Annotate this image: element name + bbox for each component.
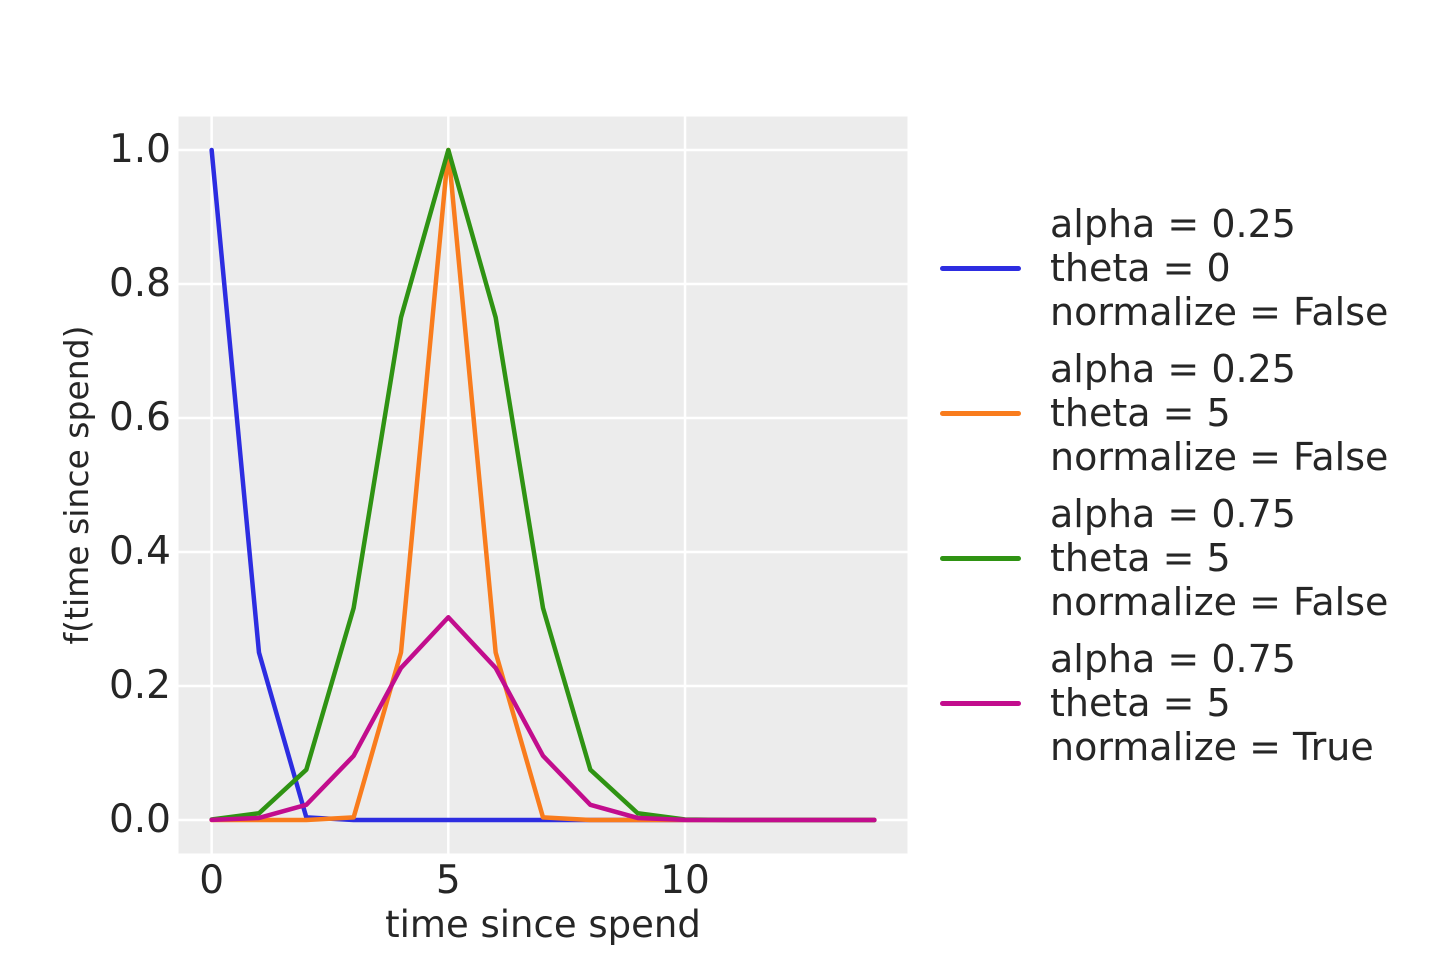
x-tick-label: 5 (435, 858, 461, 903)
y-tick-label: 0.0 (108, 797, 171, 842)
legend-swatch-line (940, 555, 1021, 561)
series-line-3 (209, 615, 877, 823)
legend-entry-line: alpha = 0.25 (1050, 202, 1296, 246)
legend-entry: alpha = 0.75 theta = 5 normalize = False (1050, 492, 1388, 624)
legend-entry-line: normalize = False (1050, 290, 1389, 334)
legend-entry-line: normalize = True (1050, 725, 1374, 769)
y-tick-label: 0.8 (108, 261, 171, 306)
legend-swatch-line (940, 410, 1021, 416)
legend-entry-line: theta = 5 (1050, 391, 1231, 435)
y-tick-label: 0.2 (108, 663, 171, 708)
x-axis-label: time since spend (385, 903, 701, 946)
x-tick-label: 0 (199, 858, 225, 903)
legend-entry-line: alpha = 0.75 (1050, 492, 1296, 536)
legend-entry-line: theta = 5 (1050, 536, 1231, 580)
legend-entry: alpha = 0.75 theta = 5 normalize = True (1050, 637, 1374, 769)
y-tick-label: 0.4 (108, 529, 171, 574)
plot-area (178, 116, 908, 854)
legend-entry: alpha = 0.25 theta = 0 normalize = False (1050, 202, 1388, 334)
legend-entry-line: normalize = False (1050, 580, 1389, 624)
legend-entry-line: alpha = 0.25 (1050, 347, 1296, 391)
legend-swatch-line (940, 265, 1021, 271)
legend-entry: alpha = 0.25 theta = 5 normalize = False (1050, 347, 1388, 479)
legend-entry-line: alpha = 0.75 (1050, 637, 1296, 681)
y-tick-label: 0.6 (108, 395, 171, 440)
legend-entry-line: theta = 5 (1050, 681, 1231, 725)
y-tick-label: 1.0 (108, 127, 171, 172)
x-tick-label: 10 (660, 858, 710, 903)
legend-entry-line: normalize = False (1050, 435, 1389, 479)
legend-entry-line: theta = 0 (1050, 246, 1231, 290)
y-axis-label: f(time since spend) (57, 325, 96, 645)
legend-swatch-line (940, 700, 1021, 706)
